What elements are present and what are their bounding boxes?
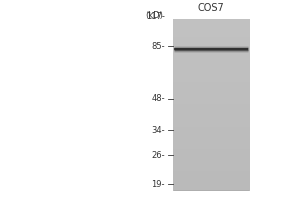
Text: (kD): (kD) bbox=[146, 11, 164, 20]
Text: COS7: COS7 bbox=[197, 3, 224, 13]
Bar bbox=[172, 20, 249, 190]
Text: 48-: 48- bbox=[152, 94, 165, 103]
Text: 34-: 34- bbox=[152, 126, 165, 135]
Text: 117-: 117- bbox=[146, 12, 165, 21]
Text: 26-: 26- bbox=[152, 151, 165, 160]
Text: 85-: 85- bbox=[152, 42, 165, 51]
Text: 19-: 19- bbox=[152, 180, 165, 189]
